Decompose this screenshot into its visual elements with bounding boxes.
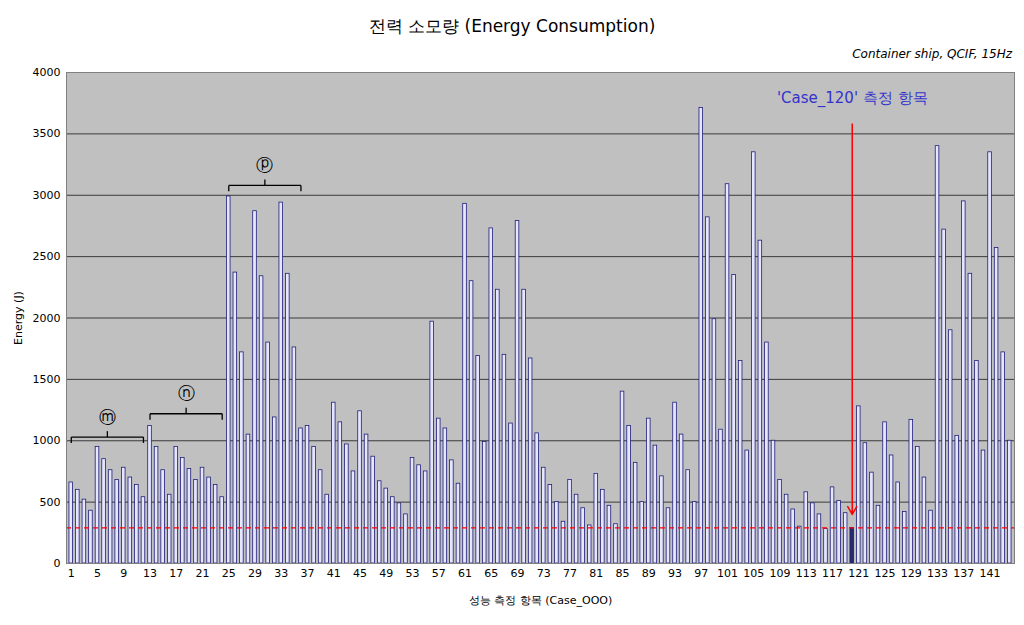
svg-text:17: 17: [169, 567, 183, 580]
html-text:Container ship, QCIF, 15Hz: Container ship, QCIF, 15Hz: [852, 47, 1012, 61]
svg-text:5: 5: [94, 567, 101, 580]
svg-text:129: 129: [901, 567, 922, 580]
svg-text:13: 13: [143, 567, 157, 580]
svg-text:ⓝ: ⓝ: [178, 383, 195, 403]
svg-text:69: 69: [511, 567, 525, 580]
svg-text:117: 117: [822, 567, 843, 580]
svg-text:137: 137: [953, 567, 974, 580]
svg-text:500: 500: [40, 496, 61, 509]
svg-text:3000: 3000: [33, 189, 61, 202]
svg-text:'Case_120' 측정 항목: 'Case_120' 측정 항목: [777, 89, 928, 108]
svg-text:57: 57: [432, 567, 446, 580]
svg-text:85: 85: [616, 567, 630, 580]
html-text:전력 소모량 (Energy Consumption): 전력 소모량 (Energy Consumption): [368, 16, 656, 36]
svg-text:81: 81: [589, 567, 603, 580]
svg-text:33: 33: [274, 567, 288, 580]
svg-text:61: 61: [458, 567, 472, 580]
svg-text:53: 53: [406, 567, 420, 580]
svg-text:1: 1: [68, 567, 75, 580]
svg-text:2500: 2500: [33, 250, 61, 263]
svg-text:0: 0: [54, 557, 61, 570]
svg-text:성능 측정 항목 (Case_OOO): 성능 측정 항목 (Case_OOO): [469, 594, 612, 607]
svg-text:21: 21: [196, 567, 210, 580]
svg-text:29: 29: [248, 567, 262, 580]
svg-text:ⓟ: ⓟ: [256, 155, 273, 175]
svg-text:1500: 1500: [33, 373, 61, 386]
svg-text:133: 133: [927, 567, 948, 580]
svg-text:121: 121: [848, 567, 869, 580]
svg-text:113: 113: [796, 567, 817, 580]
svg-text:49: 49: [379, 567, 393, 580]
svg-text:25: 25: [222, 567, 236, 580]
svg-text:105: 105: [743, 567, 764, 580]
svg-text:65: 65: [484, 567, 498, 580]
svg-text:Energy (J): Energy (J): [12, 291, 25, 345]
svg-text:141: 141: [980, 567, 1001, 580]
svg-text:41: 41: [327, 567, 341, 580]
svg-text:77: 77: [563, 567, 577, 580]
svg-text:89: 89: [642, 567, 656, 580]
svg-text:9: 9: [120, 567, 127, 580]
svg-text:45: 45: [353, 567, 367, 580]
svg-text:125: 125: [875, 567, 896, 580]
svg-text:93: 93: [668, 567, 682, 580]
svg-text:2000: 2000: [33, 312, 61, 325]
svg-text:37: 37: [301, 567, 315, 580]
svg-text:4000: 4000: [33, 66, 61, 79]
svg-text:3500: 3500: [33, 127, 61, 140]
svg-text:ⓜ: ⓜ: [99, 407, 116, 427]
svg-text:101: 101: [717, 567, 738, 580]
svg-text:1000: 1000: [33, 434, 61, 447]
svg-text:109: 109: [770, 567, 791, 580]
svg-text:73: 73: [537, 567, 551, 580]
svg-text:97: 97: [694, 567, 708, 580]
